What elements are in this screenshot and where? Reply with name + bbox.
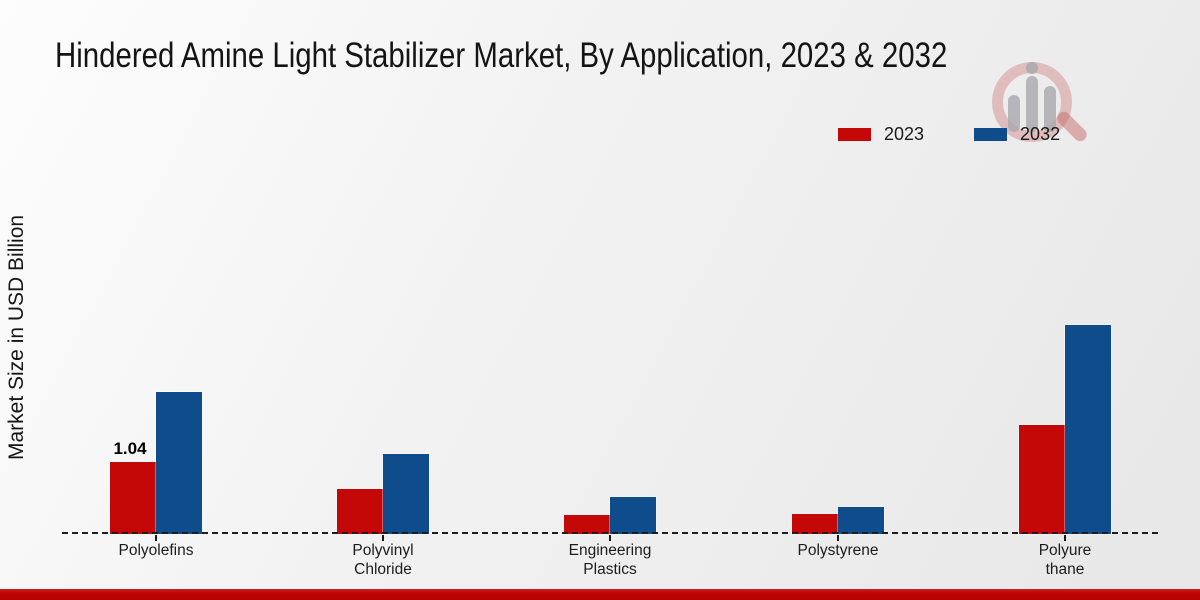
bar-2032-polyurethane — [1065, 325, 1111, 534]
x-axis-tick — [382, 535, 384, 541]
legend-item-2023: 2023 — [838, 124, 924, 145]
logo-dot-icon — [1026, 62, 1038, 74]
x-axis-tick — [1064, 535, 1066, 541]
footer-accent-bar — [0, 589, 1200, 600]
x-axis-label-engineering-plastics: Engineering Plastics — [568, 542, 652, 578]
bar-2023-polystyrene — [792, 514, 838, 534]
legend-swatch-2032 — [974, 128, 1008, 141]
legend-label-2032: 2032 — [1020, 124, 1061, 144]
bar-2023-polyurethane — [1019, 425, 1065, 534]
legend-item-2032: 2032 — [974, 124, 1060, 145]
legend-label-2023: 2023 — [884, 124, 925, 144]
bar-2023-engineering-plastics — [564, 515, 610, 534]
magnifier-logo-watermark-icon — [992, 62, 1090, 144]
x-axis-dashed-line — [62, 532, 1158, 534]
x-axis-label-polystyrene: Polystyrene — [797, 542, 879, 559]
bar-2023-polyvinyl-chloride — [337, 489, 383, 534]
legend-swatch-2023 — [838, 128, 871, 141]
x-axis-label-polyvinyl-chloride: Polyvinyl Chloride — [352, 542, 414, 578]
x-axis-tick — [155, 535, 157, 541]
bar-2032-polyolefins — [156, 392, 202, 534]
bar-2032-engineering-plastics — [610, 497, 656, 534]
bar-2032-polyvinyl-chloride — [383, 454, 429, 534]
logo-bar-icon — [1026, 76, 1038, 132]
x-axis-tick — [609, 535, 611, 541]
logo-bar-icon — [1008, 95, 1020, 132]
x-axis-label-polyolefins: Polyolefins — [118, 542, 194, 559]
bar-2023-polyolefins — [110, 462, 156, 534]
x-axis-tick — [837, 535, 839, 541]
data-label-2023-polyolefins: 1.04 — [113, 439, 147, 458]
x-axis-label-polyurethane: Polyure thane — [1038, 542, 1092, 578]
chart-title: Hindered Amine Light Stabilizer Market, … — [55, 36, 948, 75]
legend: 2023 2032 — [838, 124, 1060, 145]
bar-2032-polystyrene — [838, 507, 884, 534]
logo-bar-icon — [1044, 86, 1056, 132]
